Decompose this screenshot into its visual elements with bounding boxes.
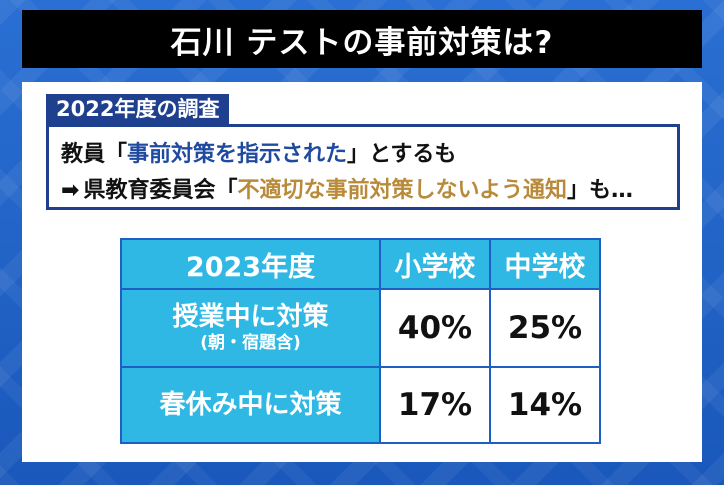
- table-row: 春休み中に対策 17% 14%: [120, 366, 601, 444]
- line2-suffix: も…: [589, 178, 634, 203]
- stats-table: 2023年度 小学校 中学校 授業中に対策 (朝・宿題含) 40% 25% 春休…: [120, 238, 601, 444]
- header-junior-high: 中学校: [489, 238, 601, 290]
- line1-suffix: とするも: [369, 142, 457, 167]
- line2-prefix: 県教育委員会: [83, 178, 216, 203]
- line1-close-bracket: 」: [347, 142, 370, 167]
- row-label-main: 授業中に対策: [172, 302, 329, 332]
- line1-quote: 事前対策を指示された: [127, 142, 348, 167]
- row-label-sub: (朝・宿題含): [200, 333, 301, 353]
- survey-line-1: 教員「事前対策を指示された」とするも: [61, 136, 456, 168]
- row-label-main: 春休み中に対策: [159, 390, 342, 420]
- table-row: 授業中に対策 (朝・宿題含) 40% 25%: [120, 288, 601, 368]
- line1-prefix: 教員: [61, 142, 106, 167]
- survey-tag: 2022年度の調査: [46, 94, 230, 124]
- table-header-row: 2023年度 小学校 中学校: [120, 238, 601, 290]
- line2-open-bracket: 「: [215, 178, 238, 203]
- line2-close-bracket: 」: [567, 178, 590, 203]
- content-panel: 2022年度の調査 教員「事前対策を指示された」とするも ➡ 県教育委員会「不適切…: [22, 82, 702, 462]
- arrow-right-icon: ➡: [61, 178, 80, 203]
- survey-line-2: ➡ 県教育委員会「不適切な事前対策しないよう通知」も…: [61, 172, 633, 204]
- value-in-class-elementary: 40%: [379, 288, 491, 368]
- page-title: 石川 テストの事前対策は?: [170, 24, 554, 61]
- survey-box: 教員「事前対策を指示された」とするも ➡ 県教育委員会「不適切な事前対策しないよう…: [46, 124, 680, 210]
- row-label-in-class: 授業中に対策 (朝・宿題含): [120, 288, 381, 368]
- row-label-spring-break: 春休み中に対策: [120, 366, 381, 444]
- value-spring-break-elementary: 17%: [379, 366, 491, 444]
- line1-open-bracket: 「: [105, 142, 128, 167]
- title-bar: 石川 テストの事前対策は?: [22, 10, 702, 68]
- value-in-class-junior-high: 25%: [489, 288, 601, 368]
- line2-quote: 不適切な事前対策しないよう通知: [237, 178, 568, 203]
- value-spring-break-junior-high: 14%: [489, 366, 601, 444]
- header-elementary: 小学校: [379, 238, 491, 290]
- header-year: 2023年度: [120, 238, 381, 290]
